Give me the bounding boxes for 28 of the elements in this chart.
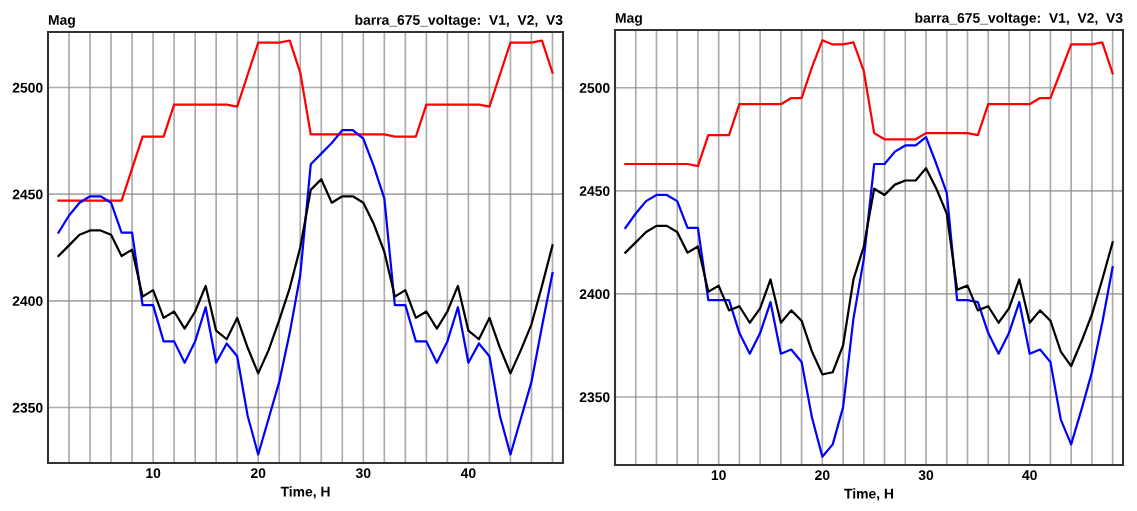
line-series: [57, 129, 554, 456]
x-tick-label: 40: [460, 468, 476, 479]
y-tick-label: 2500: [579, 83, 610, 93]
y-tick-label: 2350: [579, 392, 610, 403]
text: barra_675_voltage: V1, V2, V3: [355, 14, 563, 28]
y-tick-label: 2400: [579, 289, 610, 300]
x-tick-label: 10: [711, 470, 726, 481]
x-tick-label: 20: [250, 468, 266, 479]
y-tick-label: 2350: [12, 402, 43, 413]
line-series: [624, 136, 1114, 458]
x-axis-title: Time, H: [844, 488, 894, 501]
y-tick-label: 2400: [12, 296, 43, 307]
y-tick-label: 2500: [12, 82, 43, 93]
x-tick-label: 30: [918, 470, 934, 481]
x-tick-label: 20: [815, 470, 830, 481]
x-tick-label: 40: [1022, 470, 1037, 481]
y-tick-label: 2450: [579, 186, 610, 196]
y-tick-label: 2450: [12, 189, 43, 200]
y-axis-title: Mag: [48, 15, 75, 28]
line-series: [624, 167, 1114, 376]
text: barra_675_voltage: V1, V2, V3: [915, 12, 1123, 26]
line-series: [57, 178, 554, 375]
line-series: [624, 39, 1114, 168]
x-tick-label: 10: [146, 468, 161, 479]
y-axis-title: Mag: [615, 13, 642, 26]
x-axis-title: Time, H: [280, 486, 330, 499]
line-series: [57, 39, 554, 202]
x-tick-label: 30: [355, 468, 371, 479]
